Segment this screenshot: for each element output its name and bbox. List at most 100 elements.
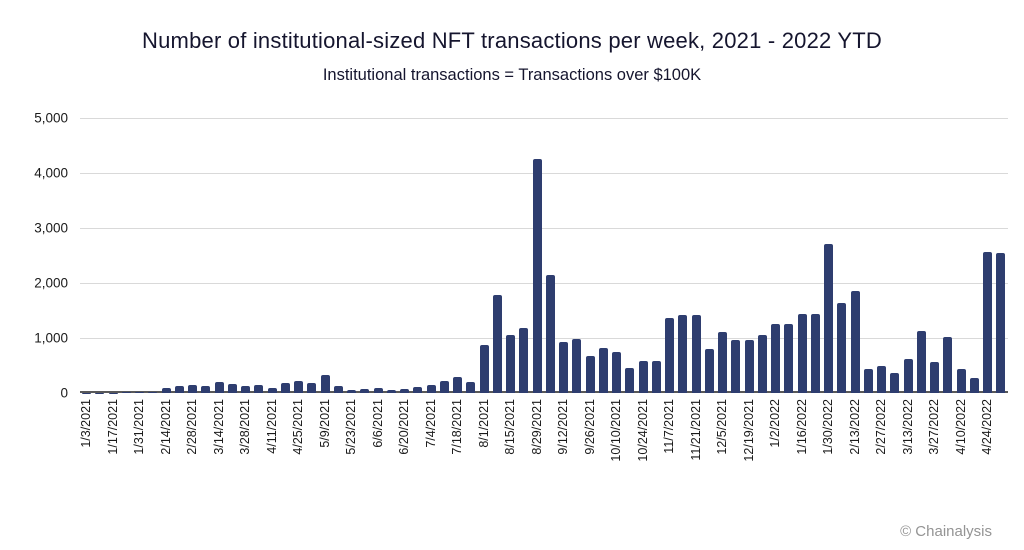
bar-6/20/2021	[400, 388, 410, 393]
bar-1/9/2022	[784, 324, 794, 393]
bar-slot	[968, 118, 981, 393]
x-tick-slot	[994, 399, 1007, 503]
bar-9/12/2021	[559, 342, 569, 393]
x-tick-slot	[676, 399, 689, 503]
x-tick-slot	[809, 399, 822, 503]
x-tick-label: 4/25/2021	[291, 399, 306, 455]
bar-slot	[478, 118, 491, 393]
bar-slot	[425, 118, 438, 393]
bar-4/18/2021	[280, 382, 290, 393]
x-tick-slot	[491, 399, 504, 503]
bar-1/31/2021	[135, 392, 145, 393]
bar-1/23/2022	[810, 314, 820, 393]
bar-slot	[305, 118, 318, 393]
gridline	[80, 118, 1008, 119]
bar-slot	[743, 118, 756, 393]
y-tick-label: 5,000	[34, 110, 68, 126]
x-tick-slot: 4/25/2021	[291, 399, 306, 503]
x-tick-label: 11/21/2021	[688, 399, 703, 461]
x-tick-slot: 1/17/2021	[106, 399, 120, 503]
x-tick-label: 9/26/2021	[582, 399, 597, 455]
bar-slot	[120, 118, 133, 393]
bar-series	[80, 118, 1008, 393]
x-tick-label: 1/31/2021	[132, 399, 147, 455]
x-tick-slot: 11/7/2021	[662, 399, 677, 503]
bar-slot	[955, 118, 968, 393]
gridline	[80, 173, 1008, 174]
x-tick-label: 3/14/2021	[211, 399, 226, 455]
x-tick-label: 3/13/2022	[900, 399, 915, 455]
bar-2/20/2022	[863, 368, 873, 393]
x-tick-label: 11/7/2021	[662, 399, 677, 454]
bar-slot	[279, 118, 292, 393]
bar-10/17/2021	[625, 368, 635, 393]
bar-1/16/2022	[797, 314, 807, 393]
bar-slot	[226, 118, 239, 393]
x-tick-label: 3/27/2022	[927, 399, 942, 455]
credit-label: © Chainalysis	[900, 523, 992, 540]
bar-slot	[822, 118, 835, 393]
bar-1/30/2022	[824, 243, 834, 393]
x-tick-slot	[120, 399, 133, 503]
bar-5/1/2022	[996, 253, 1006, 393]
bar-3/13/2022	[903, 359, 913, 393]
x-tick-slot	[782, 399, 795, 503]
x-tick-label: 3/28/2021	[238, 399, 253, 455]
bar-slot	[835, 118, 848, 393]
bar-2/6/2022	[837, 303, 847, 393]
x-tick-label: 12/19/2021	[741, 399, 756, 462]
gridline	[80, 283, 1008, 284]
bar-slot	[345, 118, 358, 393]
bar-slot	[504, 118, 517, 393]
x-tick-slot: 7/4/2021	[424, 399, 438, 503]
bar-slot	[849, 118, 862, 393]
bar-slot	[994, 118, 1007, 393]
x-tick-slot: 3/14/2021	[211, 399, 226, 503]
bar-slot	[398, 118, 411, 393]
x-tick-slot: 10/10/2021	[609, 399, 623, 503]
x-tick-label: 1/2/2022	[768, 399, 783, 448]
bar-7/25/2021	[466, 382, 476, 393]
bar-3/28/2021	[241, 386, 251, 393]
x-tick-slot: 1/2/2022	[768, 399, 783, 503]
x-tick-slot	[464, 399, 477, 503]
bar-slot	[597, 118, 610, 393]
bar-slot	[80, 118, 93, 393]
bar-slot	[676, 118, 689, 393]
bar-slot	[133, 118, 146, 393]
bar-8/29/2021	[532, 159, 542, 393]
x-tick-label: 2/14/2021	[158, 399, 173, 455]
bar-3/27/2022	[930, 361, 940, 393]
x-tick-label: 8/1/2021	[476, 399, 491, 448]
bar-11/21/2021	[691, 315, 701, 393]
x-axis-labels: 1/3/2021 1/17/2021 1/31/2021 2/14/2021 2/28/…	[79, 399, 1008, 503]
x-tick-slot	[305, 399, 318, 503]
x-tick-slot: 1/30/2022	[821, 399, 835, 503]
x-tick-slot	[358, 399, 371, 503]
bar-2/27/2022	[877, 366, 887, 393]
x-tick-label: 4/24/2022	[980, 399, 995, 455]
x-tick-label: 6/20/2021	[397, 399, 412, 455]
bar-8/15/2021	[506, 335, 516, 393]
bar-slot	[875, 118, 888, 393]
chart-subtitle: Institutional transactions = Transaction…	[322, 66, 702, 84]
bar-slot	[756, 118, 769, 393]
x-tick-slot: 2/14/2021	[158, 399, 173, 503]
chart-title: Number of institutional-sized NFT transa…	[142, 28, 882, 53]
x-tick-label: 8/15/2021	[503, 399, 518, 455]
x-tick-slot: 11/21/2021	[688, 399, 703, 503]
bar-1/24/2021	[121, 392, 131, 393]
bar-slot	[160, 118, 173, 393]
bar-2/21/2021	[174, 386, 184, 393]
bar-slot	[544, 118, 557, 393]
bar-12/5/2021	[718, 331, 728, 393]
bar-slot	[411, 118, 424, 393]
bar-7/18/2021	[453, 377, 463, 393]
bar-slot	[902, 118, 915, 393]
x-tick-slot	[729, 399, 742, 503]
x-tick-slot	[146, 399, 159, 503]
x-tick-slot	[438, 399, 451, 503]
bar-5/30/2021	[360, 388, 370, 393]
bar-slot	[584, 118, 597, 393]
x-tick-slot	[332, 399, 345, 503]
